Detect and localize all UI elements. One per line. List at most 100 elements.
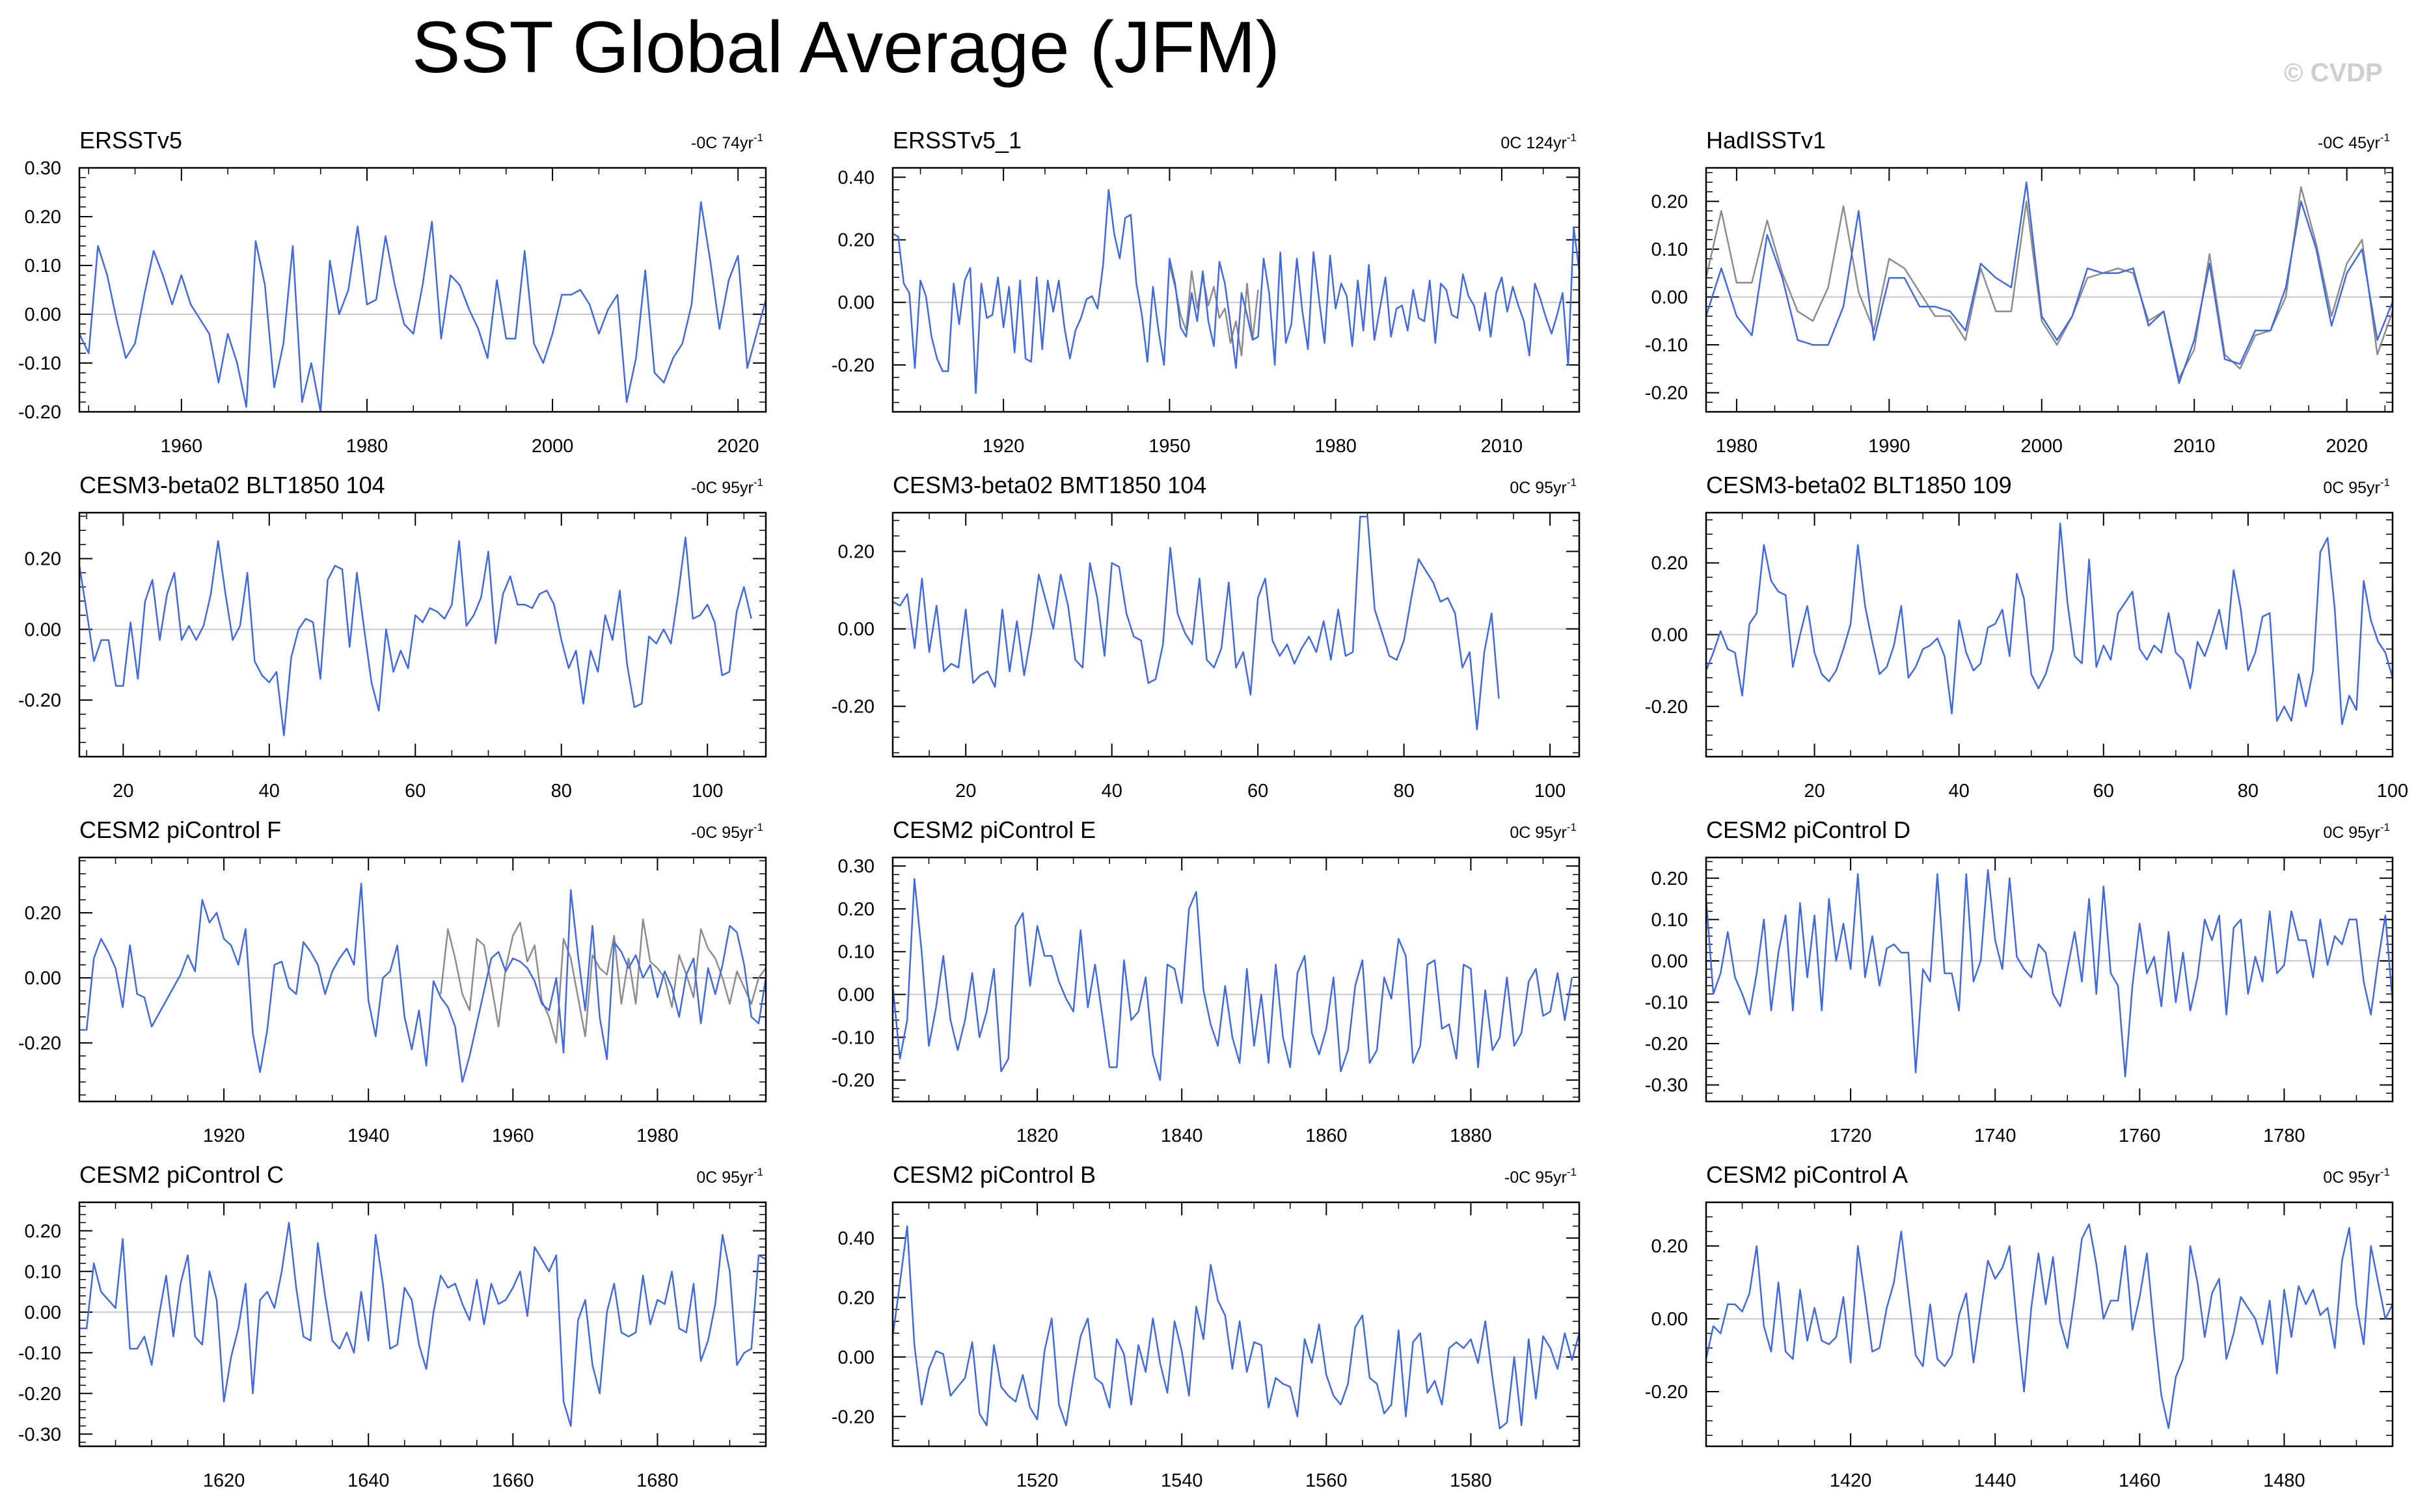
- x-tick-label: 1520: [1016, 1470, 1059, 1491]
- y-tick-label: 0.10: [1651, 910, 1688, 930]
- panel-10: CESM2 piControl C 0C 95yr-1 1620 1640 1660 16…: [18, 1161, 767, 1491]
- panel-3: HadISSTv1 -0C 45yr-1 1980 1990 2000 2010 2020 -…: [1645, 127, 2394, 457]
- trend-label: 0C 95yr-1: [2323, 476, 2390, 497]
- y-tick-label: -0.10: [18, 353, 61, 374]
- trend-exponent: -1: [753, 821, 763, 833]
- trend-exponent: -1: [753, 1166, 763, 1178]
- y-tick-label: -0.10: [18, 1343, 61, 1364]
- y-tick-label: 0.20: [838, 1288, 875, 1308]
- plot-frame: [1705, 1201, 2394, 1448]
- x-tick-label: 20: [113, 781, 133, 802]
- y-tick-label: -0.30: [1645, 1075, 1688, 1096]
- y-tick-label: -0.20: [832, 1070, 875, 1091]
- x-tick-label: 1620: [203, 1470, 245, 1491]
- y-tick-label: 0.00: [1651, 951, 1688, 972]
- plot-frame: [1705, 511, 2394, 758]
- panel-title: CESM3-beta02 BLT1850 104: [79, 472, 385, 498]
- series-line-primary: [891, 878, 1573, 1081]
- panel-4: CESM3-beta02 BLT1850 104 -0C 95yr-1 20 40 60…: [18, 472, 767, 802]
- x-tick-label: 60: [405, 781, 426, 802]
- panel-title: CESM2 piControl C: [79, 1161, 284, 1188]
- trend-text: 0C 95yr: [2323, 824, 2380, 842]
- trend-exponent: -1: [1567, 821, 1577, 833]
- x-tick-label: 20: [1804, 781, 1825, 802]
- y-tick-label: 0.10: [25, 256, 61, 277]
- y-tick-label: -0.20: [18, 690, 61, 711]
- y-tick-label: 0.20: [1651, 191, 1688, 212]
- x-tick-label: 1980: [1716, 436, 1758, 457]
- x-tick-label: 1950: [1148, 436, 1191, 457]
- trend-label: 0C 124yr-1: [1500, 131, 1577, 152]
- y-tick-label: 0.00: [25, 304, 61, 325]
- y-tick-label: 0.00: [838, 293, 875, 314]
- panel-title: ERSSTv5: [79, 127, 182, 154]
- y-tick-label: 0.10: [838, 942, 875, 963]
- x-tick-label: 1940: [347, 1126, 390, 1146]
- y-tick-label: 0.00: [25, 1303, 61, 1323]
- panel-6: CESM3-beta02 BLT1850 109 0C 95yr-1 20 40 60 8…: [1645, 472, 2408, 802]
- series-line-primary: [1705, 869, 2394, 1078]
- y-tick-label: 0.20: [838, 542, 875, 563]
- x-tick-label: 1640: [347, 1470, 390, 1491]
- y-tick-label: 0.00: [838, 1347, 875, 1368]
- x-tick-label: 1840: [1161, 1126, 1203, 1146]
- x-tick-label: 1460: [2119, 1470, 2161, 1491]
- y-tick-label: -0.20: [1645, 1382, 1688, 1403]
- series-line-primary: [892, 515, 1500, 731]
- panel-12: CESM2 piControl A 0C 95yr-1 1420 1440 1460 14…: [1645, 1161, 2394, 1491]
- x-tick-label: 1660: [492, 1470, 534, 1491]
- trend-text: -0C 95yr: [1504, 1168, 1567, 1187]
- trend-label: -0C 95yr-1: [1504, 1166, 1577, 1187]
- x-tick-label: 2000: [2021, 436, 2063, 457]
- panel-title: CESM2 piControl E: [893, 817, 1096, 843]
- watermark: © CVDP: [2284, 59, 2383, 87]
- trend-text: 0C 95yr: [1510, 479, 1567, 497]
- x-tick-label: 2020: [2326, 436, 2368, 457]
- panel-title: CESM2 piControl F: [79, 817, 281, 843]
- x-tick-label: 40: [259, 781, 280, 802]
- plot-frame: [78, 1201, 767, 1448]
- trend-label: 0C 95yr-1: [1510, 821, 1577, 842]
- x-tick-label: 1720: [1830, 1126, 1872, 1146]
- panel-title: CESM3-beta02 BMT1850 104: [893, 472, 1206, 498]
- trend-text: -0C 95yr: [691, 479, 753, 497]
- x-tick-label: 40: [1949, 781, 1970, 802]
- y-tick-label: -0.20: [18, 1033, 61, 1054]
- y-tick-label: -0.20: [1645, 697, 1688, 718]
- x-tick-label: 1860: [1305, 1126, 1348, 1146]
- plot-frame: [891, 167, 1581, 413]
- panel-title: CESM2 piControl B: [893, 1161, 1096, 1188]
- panel-2: ERSSTv5_1 0C 124yr-1 1920 1950 1980 2010 -0.20…: [832, 127, 1581, 457]
- x-tick-label: 1880: [1450, 1126, 1492, 1146]
- x-tick-label: 1560: [1305, 1470, 1348, 1491]
- plot-frame: [891, 511, 1581, 758]
- y-tick-label: 0.20: [25, 549, 61, 570]
- y-tick-label: 0.30: [25, 158, 61, 179]
- trend-exponent: -1: [753, 476, 763, 489]
- trend-exponent: -1: [753, 131, 763, 144]
- trend-text: 0C 95yr: [2323, 479, 2380, 497]
- x-tick-label: 1980: [1314, 436, 1357, 457]
- main-title: SST Global Average (JFM): [411, 7, 1281, 88]
- y-tick-label: 0.00: [1651, 1309, 1688, 1330]
- series-line-primary: [892, 189, 1581, 394]
- x-tick-label: 100: [2377, 781, 2408, 802]
- plot-frame: [891, 856, 1581, 1103]
- x-tick-label: 1740: [1974, 1126, 2016, 1146]
- x-tick-label: 1580: [1450, 1470, 1492, 1491]
- series-line-secondary: [1169, 264, 1259, 357]
- trend-exponent: -1: [2380, 1166, 2390, 1178]
- plot-frame: [1705, 856, 2394, 1103]
- trend-exponent: -1: [1567, 131, 1577, 144]
- plot-frame: [1705, 167, 2394, 413]
- panel-title: HadISSTv1: [1706, 127, 1826, 154]
- series-line-primary: [1705, 522, 2394, 725]
- y-tick-label: 0.20: [1651, 869, 1688, 889]
- trend-text: -0C 45yr: [2318, 134, 2380, 152]
- y-tick-label: -0.20: [18, 1384, 61, 1405]
- y-tick-label: 0.10: [1651, 239, 1688, 260]
- trend-label: 0C 95yr-1: [2323, 1166, 2390, 1187]
- panel-9: CESM2 piControl D 0C 95yr-1 1720 1740 1760 17…: [1645, 817, 2394, 1146]
- trend-text: 0C 95yr: [696, 1168, 753, 1187]
